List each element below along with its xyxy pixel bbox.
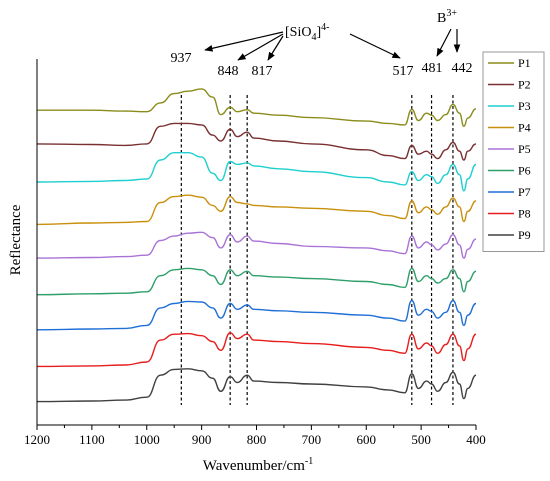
peak-label-848: 848 — [218, 64, 239, 79]
x-tick-label: 1200 — [24, 432, 50, 447]
peak-label-817: 817 — [252, 64, 273, 79]
legend-label-p1: P1 — [518, 56, 531, 70]
series-line-p9 — [36, 368, 477, 403]
legend-box — [482, 51, 545, 252]
sio4-arrow-2 — [267, 35, 284, 61]
legend-label-p3: P3 — [518, 99, 531, 113]
legend-label-p9: P9 — [518, 228, 531, 242]
x-axis-label: Wavenumber/cm-1 — [203, 456, 313, 474]
series-line-p1 — [37, 88, 477, 128]
x-tick-label: 500 — [411, 432, 431, 447]
x-tick-label: 700 — [302, 432, 322, 447]
sio4-arrow-0 — [204, 31, 284, 52]
peak-annotations: 937 848 817 517 481 442 [SiO4]4- B3+ — [171, 8, 473, 79]
peak-label-517: 517 — [393, 64, 414, 79]
boron-annotation-label: B3+ — [437, 8, 457, 26]
series-line-p7 — [36, 299, 477, 331]
x-tick-label: 800 — [247, 432, 267, 447]
legend-label-p7: P7 — [518, 185, 531, 199]
peak-label-937: 937 — [171, 51, 192, 66]
x-tick-label: 1000 — [134, 432, 160, 447]
sio4-arrow-1 — [237, 33, 284, 61]
sio4-annotation-label: [SiO4]4- — [285, 22, 329, 43]
reference-lines — [180, 95, 454, 405]
x-tick-label: 900 — [192, 432, 212, 447]
series-line-p4 — [36, 194, 477, 226]
legend-label-p4: P4 — [518, 121, 531, 135]
series-line-p5 — [36, 231, 477, 259]
series-line-p3 — [36, 152, 477, 192]
legend-label-p2: P2 — [518, 78, 531, 92]
x-tick-label: 1100 — [79, 432, 105, 447]
peak-label-442: 442 — [452, 61, 473, 76]
x-tick-label: 400 — [466, 432, 486, 447]
peak-label-481: 481 — [422, 61, 443, 76]
legend-label-p8: P8 — [518, 207, 531, 221]
series-line-p8 — [36, 332, 477, 368]
legend: P1 P2 P3 P4 P5 P6 P7 P8 P9 — [482, 51, 545, 252]
legend-label-p5: P5 — [518, 142, 531, 156]
series-line-p6 — [36, 267, 477, 296]
series-line-p2 — [36, 122, 477, 161]
legend-label-p6: P6 — [518, 164, 531, 178]
axes: 1200 1100 1000 900 800 700 600 500 400 — [24, 59, 486, 447]
boron-arrow-0 — [436, 28, 452, 57]
series-lines — [36, 88, 477, 403]
x-tick-label: 600 — [357, 432, 377, 447]
sio4-arrow-3 — [349, 33, 401, 59]
y-axis-label: Reflectance — [8, 204, 24, 275]
